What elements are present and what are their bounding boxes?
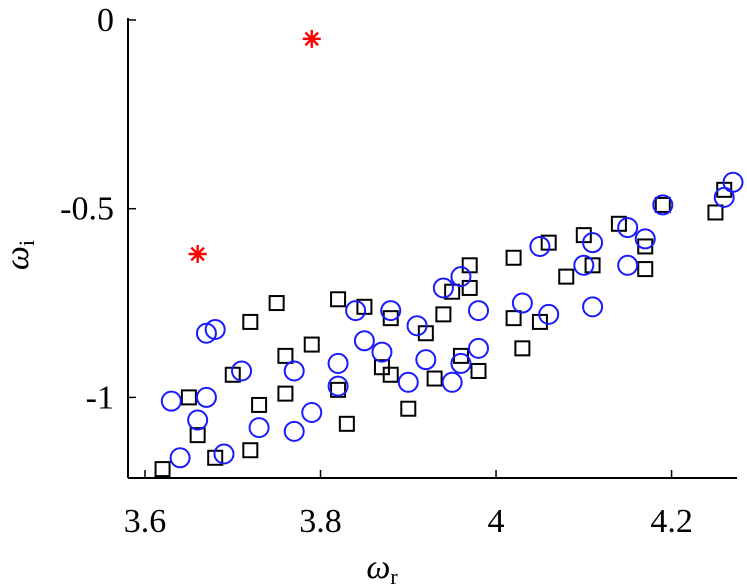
square-marker	[277, 385, 294, 402]
circle-marker	[169, 447, 191, 469]
circle-marker	[380, 300, 402, 322]
y-tick-label: -0.5	[60, 191, 114, 228]
circle-marker	[327, 375, 349, 397]
asterisk-marker	[188, 244, 207, 263]
square-marker	[707, 204, 724, 221]
square-marker	[338, 415, 355, 432]
circle-marker	[467, 300, 489, 322]
x-tick-label: 3.6	[124, 503, 167, 540]
square-marker	[505, 310, 522, 327]
square-marker	[330, 291, 347, 308]
square-marker	[584, 257, 601, 274]
circle-marker	[582, 232, 604, 254]
square-marker	[330, 381, 347, 398]
y-tick-label: 0	[97, 2, 114, 39]
square-marker	[268, 295, 285, 312]
circle-marker	[371, 341, 393, 363]
square-marker	[461, 257, 478, 274]
square-marker	[189, 427, 206, 444]
square-marker	[426, 370, 443, 387]
square-marker	[505, 249, 522, 266]
circle-marker	[582, 296, 604, 318]
circle-marker	[204, 318, 226, 340]
square-marker	[514, 340, 531, 357]
ticks	[128, 19, 673, 478]
square-marker	[637, 261, 654, 278]
circle-marker	[187, 409, 209, 431]
square-marker	[435, 306, 452, 323]
circle-marker	[722, 171, 744, 193]
circle-marker	[345, 300, 367, 322]
square-marker	[654, 196, 671, 213]
circle-marker	[195, 386, 217, 408]
square-marker	[180, 389, 197, 406]
circle-marker	[573, 254, 595, 276]
circle-marker	[432, 277, 454, 299]
square-marker	[242, 313, 259, 330]
circle-marker	[248, 417, 270, 439]
square-marker	[251, 396, 268, 413]
square-marker	[558, 268, 575, 285]
x-axis-label: ωr	[366, 549, 398, 586]
circle-marker	[160, 390, 182, 412]
circle-marker	[511, 292, 533, 314]
x-tick-label: 3.8	[299, 503, 342, 540]
circle-marker	[652, 194, 674, 216]
square-marker	[242, 442, 259, 459]
circle-marker	[301, 401, 323, 423]
circle-marker	[283, 360, 305, 382]
square-marker	[154, 461, 171, 478]
square-marker	[461, 279, 478, 296]
circle-marker	[213, 443, 235, 465]
circle-marker	[450, 352, 472, 374]
circle-marker	[441, 371, 463, 393]
circle-marker	[617, 254, 639, 276]
circle-marker	[538, 303, 560, 325]
data-points	[154, 29, 744, 478]
square-marker	[303, 336, 320, 353]
circle-marker	[397, 371, 419, 393]
circle-marker	[617, 217, 639, 239]
circle-marker	[634, 228, 656, 250]
circle-marker	[529, 235, 551, 257]
circle-marker	[467, 337, 489, 359]
square-marker	[277, 347, 294, 364]
square-marker	[470, 362, 487, 379]
x-tick-label: 4	[488, 503, 505, 540]
x-tick-label: 4.2	[650, 503, 693, 540]
square-marker	[382, 366, 399, 383]
circle-marker	[450, 266, 472, 288]
circle-marker	[283, 420, 305, 442]
circle-marker	[231, 360, 253, 382]
y-tick-label: -1	[86, 379, 114, 416]
axes	[127, 18, 737, 479]
circle-marker	[415, 349, 437, 371]
square-marker	[400, 400, 417, 417]
tick-labels: 3.6 3.8 4 4.2 0 -0.5 -1	[60, 2, 693, 540]
circle-marker	[406, 315, 428, 337]
circle-marker	[353, 330, 375, 352]
asterisk-marker	[302, 29, 321, 48]
circle-marker	[327, 352, 349, 374]
y-axis-label: ωi	[0, 240, 39, 270]
